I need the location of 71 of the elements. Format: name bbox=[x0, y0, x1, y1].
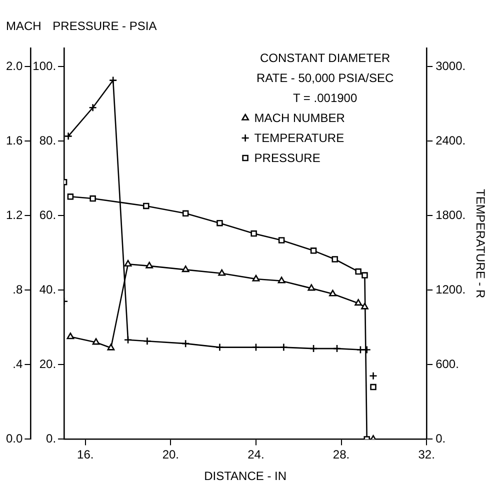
point bbox=[143, 336, 152, 346]
x-tick-label: 28. bbox=[332, 448, 350, 462]
legend-label: MACH NUMBER bbox=[254, 111, 346, 125]
point bbox=[308, 284, 316, 291]
point bbox=[278, 237, 285, 244]
point bbox=[354, 299, 362, 306]
point bbox=[181, 339, 190, 348]
y3-tick-label: .4 bbox=[12, 357, 23, 371]
annotation: T = .001900 bbox=[292, 91, 358, 105]
point bbox=[108, 76, 118, 84]
point bbox=[252, 343, 260, 352]
point bbox=[332, 344, 342, 353]
y3-tick-label: 1.2 bbox=[6, 208, 23, 222]
point bbox=[361, 302, 368, 310]
y-tick-label: 60. bbox=[39, 208, 56, 222]
point bbox=[310, 248, 317, 254]
point bbox=[90, 195, 96, 202]
y2-tick-label: 1800. bbox=[436, 208, 466, 222]
point bbox=[92, 338, 100, 345]
point bbox=[362, 272, 368, 278]
x-tick-label: 20. bbox=[162, 448, 180, 462]
point bbox=[88, 103, 97, 112]
point bbox=[67, 194, 74, 200]
y2-tick-label: 600. bbox=[436, 357, 459, 371]
point bbox=[124, 260, 132, 266]
y-tick-label: 20. bbox=[39, 357, 56, 371]
annotation: CONSTANT DIAMETER bbox=[260, 51, 391, 65]
point bbox=[332, 256, 338, 262]
y-axis-title: PRESSURE - PSIA bbox=[52, 19, 157, 33]
point bbox=[143, 202, 150, 210]
point bbox=[309, 344, 318, 353]
y-tick-label: 100. bbox=[32, 58, 56, 73]
point bbox=[329, 290, 336, 296]
point bbox=[182, 266, 190, 272]
x-axis-title: DISTANCE - IN bbox=[204, 469, 287, 484]
y2-tick-label: 3000. bbox=[436, 58, 466, 73]
point bbox=[356, 346, 365, 354]
y-tick-label: 0. bbox=[46, 432, 56, 446]
y2-tick-label: 2400. bbox=[436, 133, 466, 148]
point bbox=[182, 210, 189, 217]
point bbox=[216, 220, 223, 226]
x-tick-label: 24. bbox=[248, 448, 264, 462]
point bbox=[216, 343, 224, 352]
point bbox=[218, 269, 226, 276]
point bbox=[146, 262, 154, 268]
y-tick-label: 40. bbox=[39, 282, 56, 296]
point bbox=[107, 344, 115, 350]
y2-tick-label: 0. bbox=[436, 432, 446, 446]
y3-tick-label: .8 bbox=[12, 282, 23, 296]
annotation: RATE - 50,000 PSIA/SEC bbox=[256, 71, 394, 85]
point bbox=[362, 346, 372, 354]
point bbox=[124, 336, 132, 344]
y3-tick-label: 0.0 bbox=[6, 432, 23, 446]
point bbox=[252, 274, 260, 282]
y2-axis-title: TEMPERATURE - R bbox=[473, 189, 488, 298]
y2-tick-label: 1200. bbox=[436, 282, 466, 296]
point bbox=[370, 384, 376, 390]
point bbox=[278, 276, 286, 284]
legend-label: PRESSURE bbox=[254, 151, 320, 165]
point bbox=[280, 343, 288, 352]
legend-label: TEMPERATURE bbox=[254, 131, 344, 145]
point bbox=[355, 268, 362, 275]
y3-tick-label: 2.0 bbox=[6, 58, 23, 73]
y3-tick-label: 1.6 bbox=[6, 133, 23, 148]
y3-axis-title: MACH bbox=[6, 19, 42, 33]
x-tick-label: 32. bbox=[418, 448, 435, 462]
point bbox=[66, 332, 74, 340]
point bbox=[250, 230, 257, 237]
point bbox=[64, 132, 72, 140]
y-tick-label: 80. bbox=[39, 133, 56, 148]
x-tick-label: 16. bbox=[77, 448, 94, 462]
